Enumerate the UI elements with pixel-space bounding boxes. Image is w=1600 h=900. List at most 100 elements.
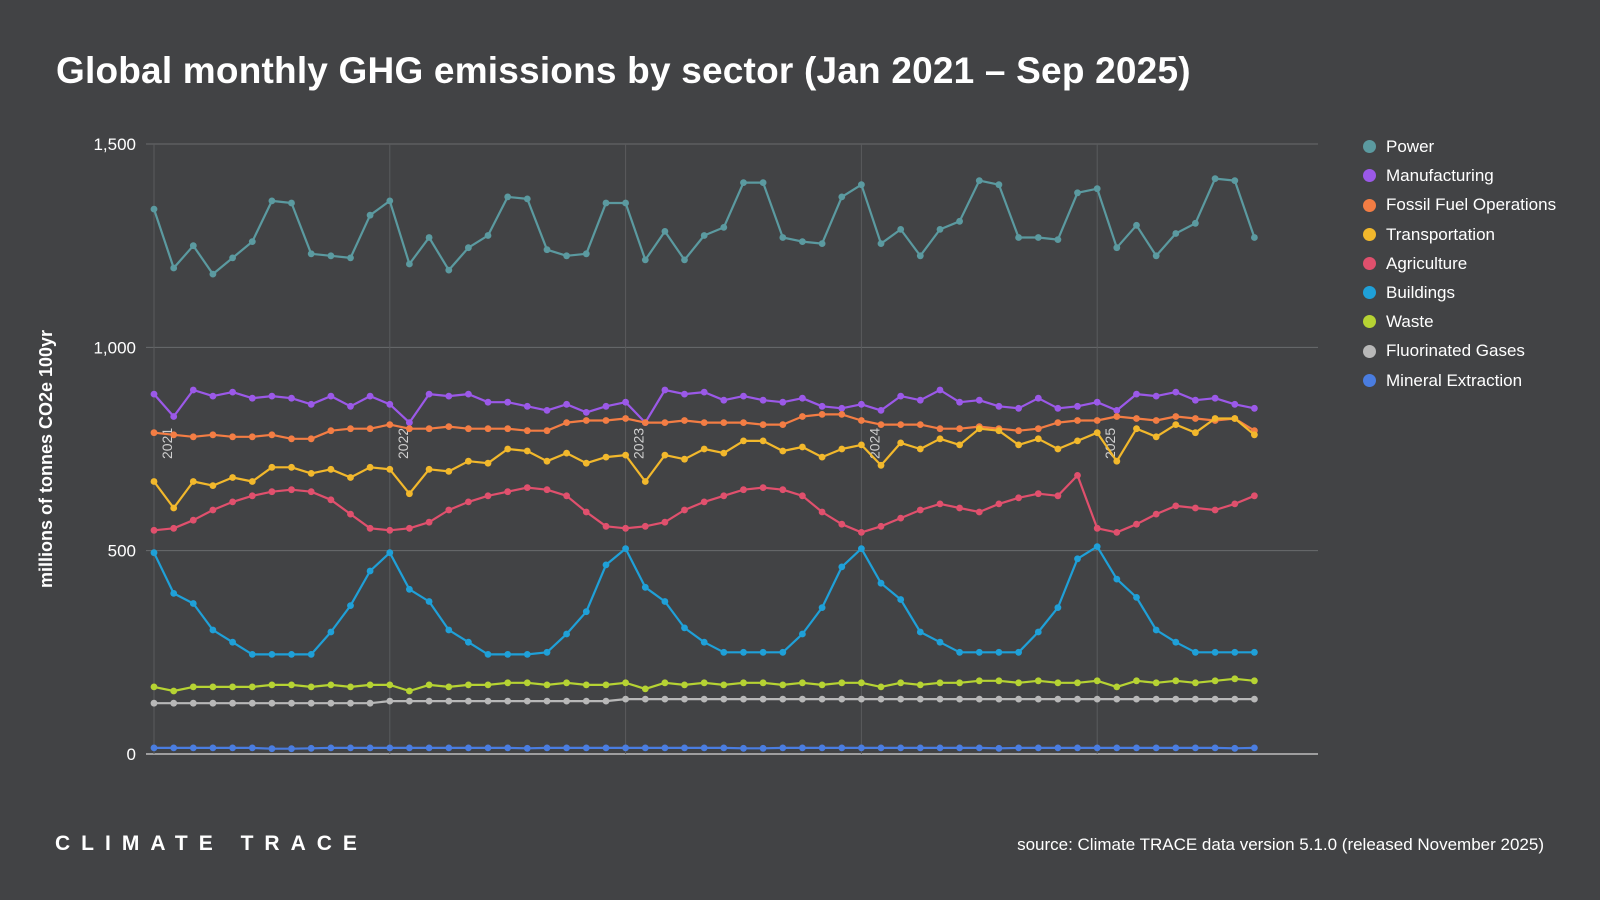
- data-point: [327, 465, 335, 473]
- data-point: [425, 390, 433, 398]
- data-point: [288, 681, 295, 689]
- data-point: [838, 193, 846, 201]
- data-point: [740, 679, 747, 687]
- data-point: [248, 492, 256, 500]
- data-point: [327, 496, 335, 504]
- data-point: [897, 679, 905, 687]
- legend-item[interactable]: Transportation: [1363, 220, 1556, 249]
- legend-item[interactable]: Agriculture: [1363, 249, 1556, 278]
- data-point: [916, 506, 924, 514]
- data-point: [1192, 504, 1199, 512]
- legend-item[interactable]: Manufacturing: [1363, 161, 1556, 190]
- series-mineral-extraction: [150, 744, 1258, 753]
- data-point: [1015, 234, 1022, 241]
- data-point: [347, 602, 354, 609]
- data-point: [1251, 744, 1258, 752]
- data-point: [858, 679, 865, 687]
- data-point: [1093, 185, 1101, 193]
- data-point: [189, 433, 197, 441]
- climate-trace-logo: CLIMATE TRACE: [55, 832, 368, 855]
- data-point: [897, 226, 905, 233]
- data-point: [523, 484, 531, 491]
- data-point: [818, 604, 826, 611]
- data-point: [975, 508, 983, 516]
- data-point: [327, 699, 335, 707]
- data-point: [622, 744, 629, 752]
- legend-item[interactable]: Waste: [1363, 307, 1556, 336]
- legend: Power Manufacturing Fossil Fuel Operations…: [1363, 132, 1556, 395]
- data-point: [877, 695, 885, 703]
- data-point: [1231, 500, 1239, 508]
- data-point: [307, 250, 315, 258]
- data-point: [838, 695, 846, 703]
- data-point: [818, 695, 826, 703]
- legend-label: Fossil Fuel Operations: [1386, 195, 1557, 215]
- data-point: [838, 404, 846, 412]
- data-point: [720, 492, 728, 500]
- data-point: [1015, 494, 1022, 502]
- data-point: [189, 744, 197, 752]
- data-point: [582, 508, 590, 516]
- data-point: [1034, 425, 1042, 433]
- data-point: [759, 648, 767, 656]
- data-point: [740, 744, 747, 752]
- data-point: [386, 744, 394, 752]
- year-label: 2022: [395, 428, 411, 459]
- data-point: [877, 461, 885, 469]
- data-point: [858, 545, 865, 552]
- data-point: [897, 392, 905, 400]
- data-point: [1231, 415, 1239, 422]
- legend-item[interactable]: Fluorinated Gases: [1363, 336, 1556, 365]
- data-point: [1211, 415, 1219, 422]
- data-point: [1152, 417, 1160, 424]
- y-axis-label: millions of tonnes CO2e 100yr: [36, 330, 56, 588]
- data-point: [1172, 638, 1180, 646]
- data-point: [936, 226, 944, 233]
- data-point: [838, 445, 846, 453]
- legend-item[interactable]: Mineral Extraction: [1363, 366, 1556, 395]
- data-point: [799, 679, 806, 687]
- data-point: [759, 179, 767, 187]
- data-point: [641, 256, 649, 264]
- data-point: [602, 561, 610, 569]
- data-point: [563, 744, 570, 752]
- data-point: [288, 699, 295, 707]
- legend-item[interactable]: Buildings: [1363, 278, 1556, 307]
- data-point: [209, 482, 217, 489]
- legend-item[interactable]: Power: [1363, 132, 1556, 161]
- series-power: [150, 175, 1258, 278]
- data-point: [1113, 695, 1121, 703]
- data-point: [1133, 695, 1140, 703]
- data-point: [740, 179, 747, 187]
- data-point: [1192, 744, 1199, 752]
- data-point: [858, 695, 865, 703]
- data-point: [347, 425, 354, 433]
- data-point: [189, 600, 197, 607]
- data-point: [1015, 648, 1022, 656]
- legend-swatch: [1363, 198, 1376, 212]
- data-point: [189, 683, 197, 691]
- data-point: [916, 445, 924, 453]
- data-point: [641, 744, 649, 752]
- data-point: [1231, 400, 1239, 408]
- legend-item[interactable]: Fossil Fuel Operations: [1363, 190, 1556, 219]
- data-point: [465, 457, 472, 465]
- data-point: [995, 181, 1003, 189]
- data-point: [1015, 441, 1022, 449]
- data-point: [366, 744, 374, 752]
- data-point: [582, 697, 590, 705]
- data-point: [523, 402, 531, 410]
- data-point: [563, 492, 570, 500]
- data-point: [622, 199, 629, 207]
- data-point: [563, 679, 570, 687]
- data-point: [1152, 392, 1160, 400]
- data-point: [720, 449, 728, 457]
- data-point: [1192, 396, 1199, 404]
- data-point: [1054, 744, 1062, 752]
- data-point: [661, 451, 669, 459]
- data-point: [484, 697, 492, 705]
- series-waste: [150, 675, 1258, 695]
- data-point: [1192, 429, 1199, 437]
- data-point: [759, 437, 767, 445]
